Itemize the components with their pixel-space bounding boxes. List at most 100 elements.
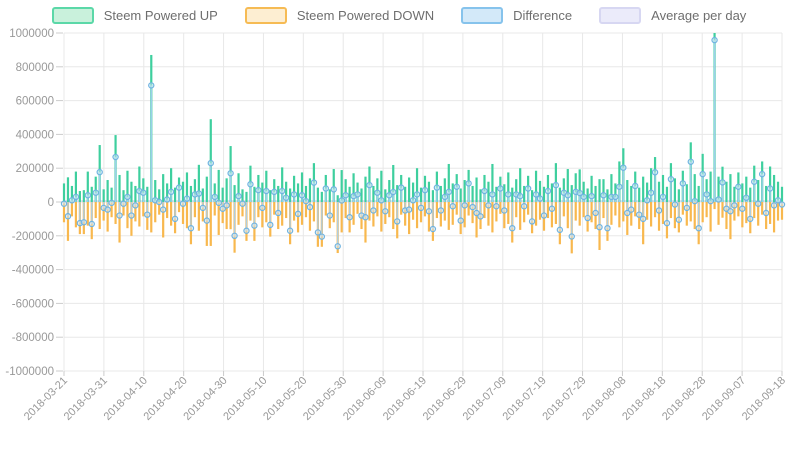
up-bar[interactable] [745, 176, 748, 202]
down-bar[interactable] [463, 202, 466, 228]
down-bar[interactable] [126, 202, 129, 229]
down-bar[interactable] [181, 202, 185, 224]
difference-point[interactable] [592, 209, 599, 217]
difference-point[interactable] [754, 200, 762, 207]
down-bar[interactable] [753, 202, 756, 219]
up-bar[interactable] [70, 185, 74, 202]
up-bar[interactable] [193, 179, 197, 202]
difference-point[interactable] [461, 202, 468, 209]
difference-point[interactable] [528, 218, 536, 225]
up-bar[interactable] [776, 181, 780, 202]
difference-point[interactable] [659, 193, 667, 201]
down-bar[interactable] [602, 202, 605, 219]
difference-point[interactable] [679, 180, 687, 187]
down-bar[interactable] [225, 202, 228, 230]
difference-point[interactable] [580, 193, 587, 201]
difference-point[interactable] [413, 191, 421, 198]
up-bar[interactable] [649, 168, 653, 202]
up-bar[interactable] [542, 186, 546, 202]
up-bar[interactable] [213, 183, 216, 202]
up-bar[interactable] [757, 180, 760, 202]
up-bar[interactable] [642, 176, 645, 202]
difference-point[interactable] [600, 192, 607, 199]
down-bar[interactable] [590, 202, 593, 223]
difference-point[interactable] [457, 217, 464, 224]
up-bar[interactable] [352, 173, 355, 202]
down-bar[interactable] [312, 202, 316, 222]
up-bar[interactable] [519, 168, 522, 202]
legend-item-average-per-day[interactable]: Average per day [599, 7, 746, 24]
down-bar[interactable] [300, 202, 304, 225]
down-bar[interactable] [285, 202, 288, 219]
difference-point[interactable] [445, 188, 452, 196]
down-bar[interactable] [737, 202, 740, 217]
up-bar[interactable] [534, 170, 538, 202]
up-bar[interactable] [570, 185, 573, 202]
difference-point[interactable] [635, 211, 643, 218]
up-bar[interactable] [265, 170, 268, 202]
down-bar[interactable] [673, 202, 676, 229]
down-bar[interactable] [134, 202, 137, 222]
down-bar[interactable] [757, 202, 760, 226]
up-bar[interactable] [170, 168, 173, 202]
difference-point[interactable] [651, 169, 659, 176]
difference-point[interactable] [195, 190, 203, 197]
down-bar[interactable] [550, 202, 554, 228]
down-bar[interactable] [150, 202, 153, 233]
down-bar[interactable] [388, 202, 391, 218]
difference-point[interactable] [624, 209, 631, 217]
down-bar[interactable] [487, 202, 490, 226]
difference-point[interactable] [758, 170, 766, 178]
down-bar[interactable] [447, 202, 450, 230]
up-bar[interactable] [277, 185, 280, 202]
down-bar[interactable] [578, 202, 581, 226]
up-bar[interactable] [550, 183, 554, 202]
down-bar[interactable] [614, 202, 617, 216]
difference-point[interactable] [88, 220, 95, 228]
up-bar[interactable] [610, 174, 613, 202]
difference-point[interactable] [620, 164, 627, 171]
down-bar[interactable] [499, 202, 502, 214]
up-bar[interactable] [320, 191, 323, 202]
down-bar[interactable] [483, 202, 486, 219]
down-bar[interactable] [74, 202, 78, 228]
difference-point[interactable] [112, 153, 119, 161]
down-bar[interactable] [352, 202, 355, 225]
down-bar[interactable] [193, 202, 197, 218]
difference-point[interactable] [128, 212, 135, 219]
difference-point[interactable] [183, 195, 191, 202]
difference-point[interactable] [104, 206, 111, 213]
difference-point[interactable] [60, 200, 68, 207]
down-bar[interactable] [237, 202, 240, 225]
up-bar[interactable] [590, 175, 593, 202]
difference-point[interactable] [774, 197, 782, 204]
difference-point[interactable] [568, 233, 575, 240]
down-bar[interactable] [177, 202, 181, 213]
difference-point[interactable] [469, 203, 476, 211]
difference-point[interactable] [683, 204, 690, 212]
difference-point[interactable] [215, 199, 222, 207]
up-bar[interactable] [289, 188, 292, 202]
up-bar[interactable] [253, 186, 256, 202]
up-bar[interactable] [82, 190, 85, 202]
difference-point[interactable] [294, 210, 302, 218]
down-bar[interactable] [118, 202, 121, 243]
difference-point[interactable] [588, 192, 595, 200]
down-bar[interactable] [622, 202, 625, 222]
down-bar[interactable] [166, 202, 169, 219]
up-bar[interactable] [364, 176, 367, 202]
difference-point[interactable] [243, 227, 250, 234]
difference-point[interactable] [251, 222, 258, 229]
difference-point[interactable] [92, 189, 99, 196]
up-bar[interactable] [217, 169, 220, 202]
down-bar[interactable] [475, 202, 478, 238]
up-bar[interactable] [439, 185, 442, 202]
up-bar[interactable] [173, 187, 177, 202]
up-bar[interactable] [408, 177, 411, 202]
down-bar[interactable] [618, 202, 621, 228]
down-bar[interactable] [634, 202, 637, 217]
difference-point[interactable] [727, 208, 734, 215]
difference-point[interactable] [322, 185, 330, 192]
difference-point[interactable] [639, 215, 647, 223]
down-bar[interactable] [439, 202, 442, 227]
